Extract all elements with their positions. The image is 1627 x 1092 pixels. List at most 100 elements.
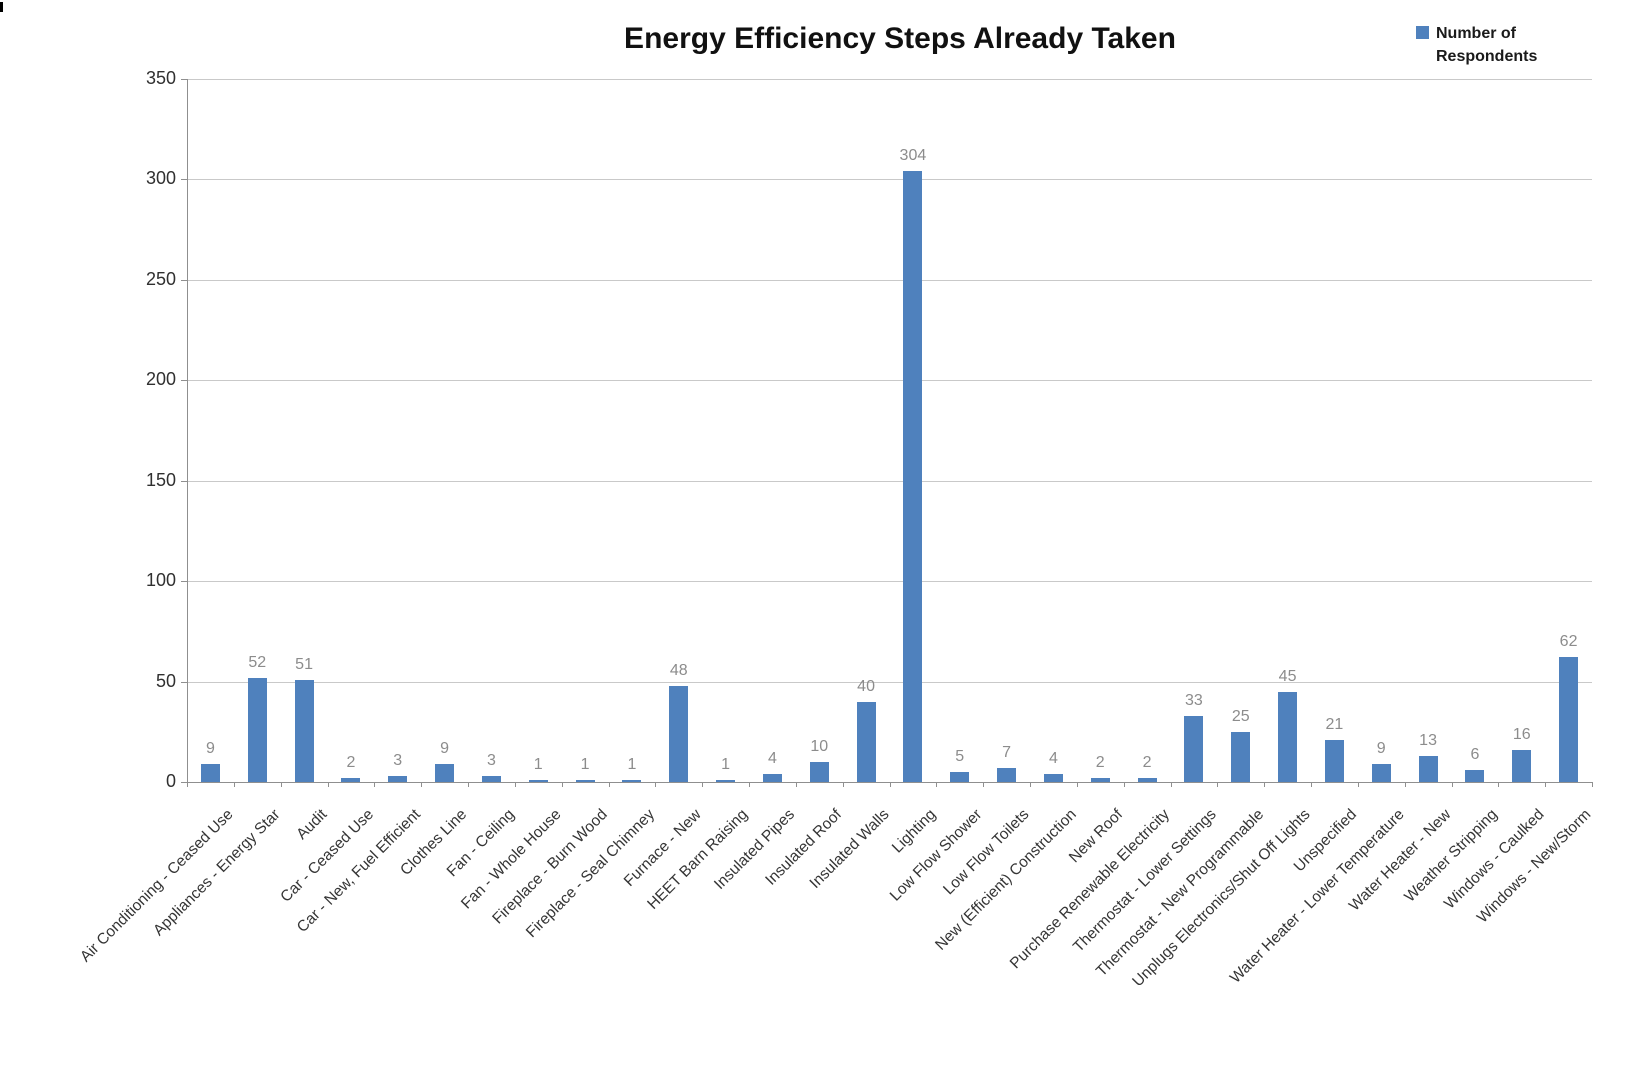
bar-value-label: 7 bbox=[1002, 744, 1012, 761]
bar-value-label: 25 bbox=[1231, 708, 1250, 725]
bar-water-heater-new bbox=[1418, 756, 1438, 782]
x-tick-mark bbox=[749, 782, 750, 787]
x-tick-mark bbox=[1498, 782, 1500, 787]
x-tick-mark bbox=[1076, 782, 1078, 787]
bar-insulated-roof bbox=[809, 762, 829, 782]
bar-thermostat-lower-settings bbox=[1184, 716, 1204, 782]
gridline-100 bbox=[187, 581, 1592, 583]
bar-value-label: 1 bbox=[580, 756, 590, 773]
x-tick-mark bbox=[983, 782, 985, 787]
bar-windows-new-storm bbox=[1559, 657, 1579, 782]
x-tick-mark bbox=[1451, 782, 1453, 787]
x-tick-mark bbox=[1170, 782, 1172, 787]
x-tick-mark bbox=[514, 782, 516, 787]
bar-appliances-energy-star bbox=[247, 678, 267, 782]
x-tick-mark bbox=[1404, 782, 1406, 787]
y-tick-mark bbox=[181, 782, 187, 783]
bar-purchase-renewable-electricity bbox=[1137, 778, 1157, 782]
y-tick-label: 0 bbox=[165, 771, 176, 791]
bar-value-label: 9 bbox=[1376, 740, 1386, 757]
bar-value-label: 52 bbox=[248, 654, 267, 671]
corner-artifact bbox=[0, 2, 3, 12]
bar-water-heater-lower-temperature bbox=[1371, 764, 1391, 782]
gridline-50 bbox=[187, 681, 1592, 683]
gridline-150 bbox=[187, 480, 1592, 482]
bar-value-label: 5 bbox=[955, 748, 965, 765]
bar-value-label: 1 bbox=[721, 756, 731, 773]
x-tick-mark bbox=[1123, 782, 1125, 787]
x-tick-mark bbox=[421, 782, 423, 787]
bar-heet-barn-raising bbox=[716, 780, 736, 782]
y-tick-label: 50 bbox=[155, 670, 176, 691]
gridline-250 bbox=[187, 279, 1592, 281]
y-tick-mark bbox=[181, 380, 187, 382]
x-tick-mark bbox=[561, 782, 563, 787]
legend-label: Number of Respondents bbox=[1436, 25, 1538, 65]
bar-low-flow-toilets bbox=[997, 768, 1017, 782]
bar-value-label: 2 bbox=[346, 754, 356, 771]
bar-value-label: 9 bbox=[440, 740, 450, 757]
x-tick-mark bbox=[1592, 782, 1593, 787]
x-tick-mark bbox=[889, 782, 891, 787]
bar-air-conditioning-ceased-use bbox=[200, 764, 220, 782]
bar-car-new-fuel-efficient bbox=[388, 776, 408, 782]
bar-insulated-pipes bbox=[762, 774, 782, 782]
bar-value-label: 51 bbox=[295, 656, 313, 673]
y-tick-label: 350 bbox=[145, 68, 176, 88]
bar-lighting bbox=[903, 171, 923, 782]
bar-fireplace-seal-chimney bbox=[622, 780, 642, 782]
bar-low-flow-shower bbox=[950, 772, 970, 782]
gridline-300 bbox=[187, 179, 1592, 181]
x-tick-mark bbox=[468, 782, 469, 787]
y-tick-label: 300 bbox=[145, 168, 176, 189]
y-tick-label: 250 bbox=[145, 268, 176, 289]
bar-value-label: 2 bbox=[1142, 754, 1152, 771]
bar-fan-whole-house bbox=[528, 780, 548, 782]
y-tick-mark bbox=[181, 480, 187, 482]
x-tick-mark bbox=[187, 782, 188, 787]
bar-value-label: 6 bbox=[1470, 746, 1480, 763]
y-tick-mark bbox=[181, 179, 187, 181]
bar-value-label: 304 bbox=[899, 147, 927, 164]
bar-value-label: 48 bbox=[669, 662, 688, 679]
x-tick-mark bbox=[842, 782, 844, 787]
x-tick-mark bbox=[374, 782, 376, 787]
gridline-200 bbox=[187, 380, 1592, 382]
bar-unplugs-electronics-shut-off-lights bbox=[1278, 692, 1298, 782]
y-tick-mark bbox=[181, 279, 187, 281]
x-tick-mark bbox=[1217, 782, 1219, 787]
x-category-label: Water Heater - Lower Temperature bbox=[1226, 806, 1408, 987]
x-tick-mark bbox=[1030, 782, 1031, 787]
y-tick-label: 100 bbox=[145, 570, 176, 591]
y-tick-label: 150 bbox=[145, 469, 176, 490]
bar-value-label: 13 bbox=[1419, 732, 1437, 749]
bar-clothes-line bbox=[435, 764, 455, 782]
bar-value-label: 33 bbox=[1185, 692, 1203, 709]
legend: Number of Respondents bbox=[1416, 22, 1538, 68]
bar-fireplace-burn-wood bbox=[575, 780, 595, 782]
bar-value-label: 40 bbox=[857, 678, 875, 695]
gridline-350 bbox=[187, 79, 1592, 80]
bar-insulated-walls bbox=[856, 702, 876, 782]
bar-fan-ceiling bbox=[481, 776, 501, 782]
bar-value-label: 62 bbox=[1559, 633, 1578, 650]
bar-value-label: 2 bbox=[1095, 754, 1105, 771]
bar-value-label: 16 bbox=[1512, 726, 1531, 743]
bar-value-label: 4 bbox=[1048, 750, 1058, 767]
bar-value-label: 10 bbox=[810, 738, 829, 755]
chart-title: Energy Efficiency Steps Already Taken bbox=[624, 22, 1176, 55]
x-category-label: Audit bbox=[293, 806, 331, 844]
bar-car-ceased-use bbox=[341, 778, 361, 782]
bar-unspecified bbox=[1324, 740, 1344, 782]
y-tick-mark bbox=[181, 79, 187, 80]
y-axis-line bbox=[187, 79, 188, 782]
x-tick-mark bbox=[1311, 782, 1312, 787]
x-tick-mark bbox=[1357, 782, 1359, 787]
plot-area bbox=[187, 79, 1592, 782]
x-tick-mark bbox=[795, 782, 797, 787]
bar-value-label: 4 bbox=[767, 750, 777, 767]
x-tick-mark bbox=[608, 782, 610, 787]
x-tick-mark bbox=[1545, 782, 1547, 787]
legend-swatch-icon bbox=[1416, 26, 1429, 39]
